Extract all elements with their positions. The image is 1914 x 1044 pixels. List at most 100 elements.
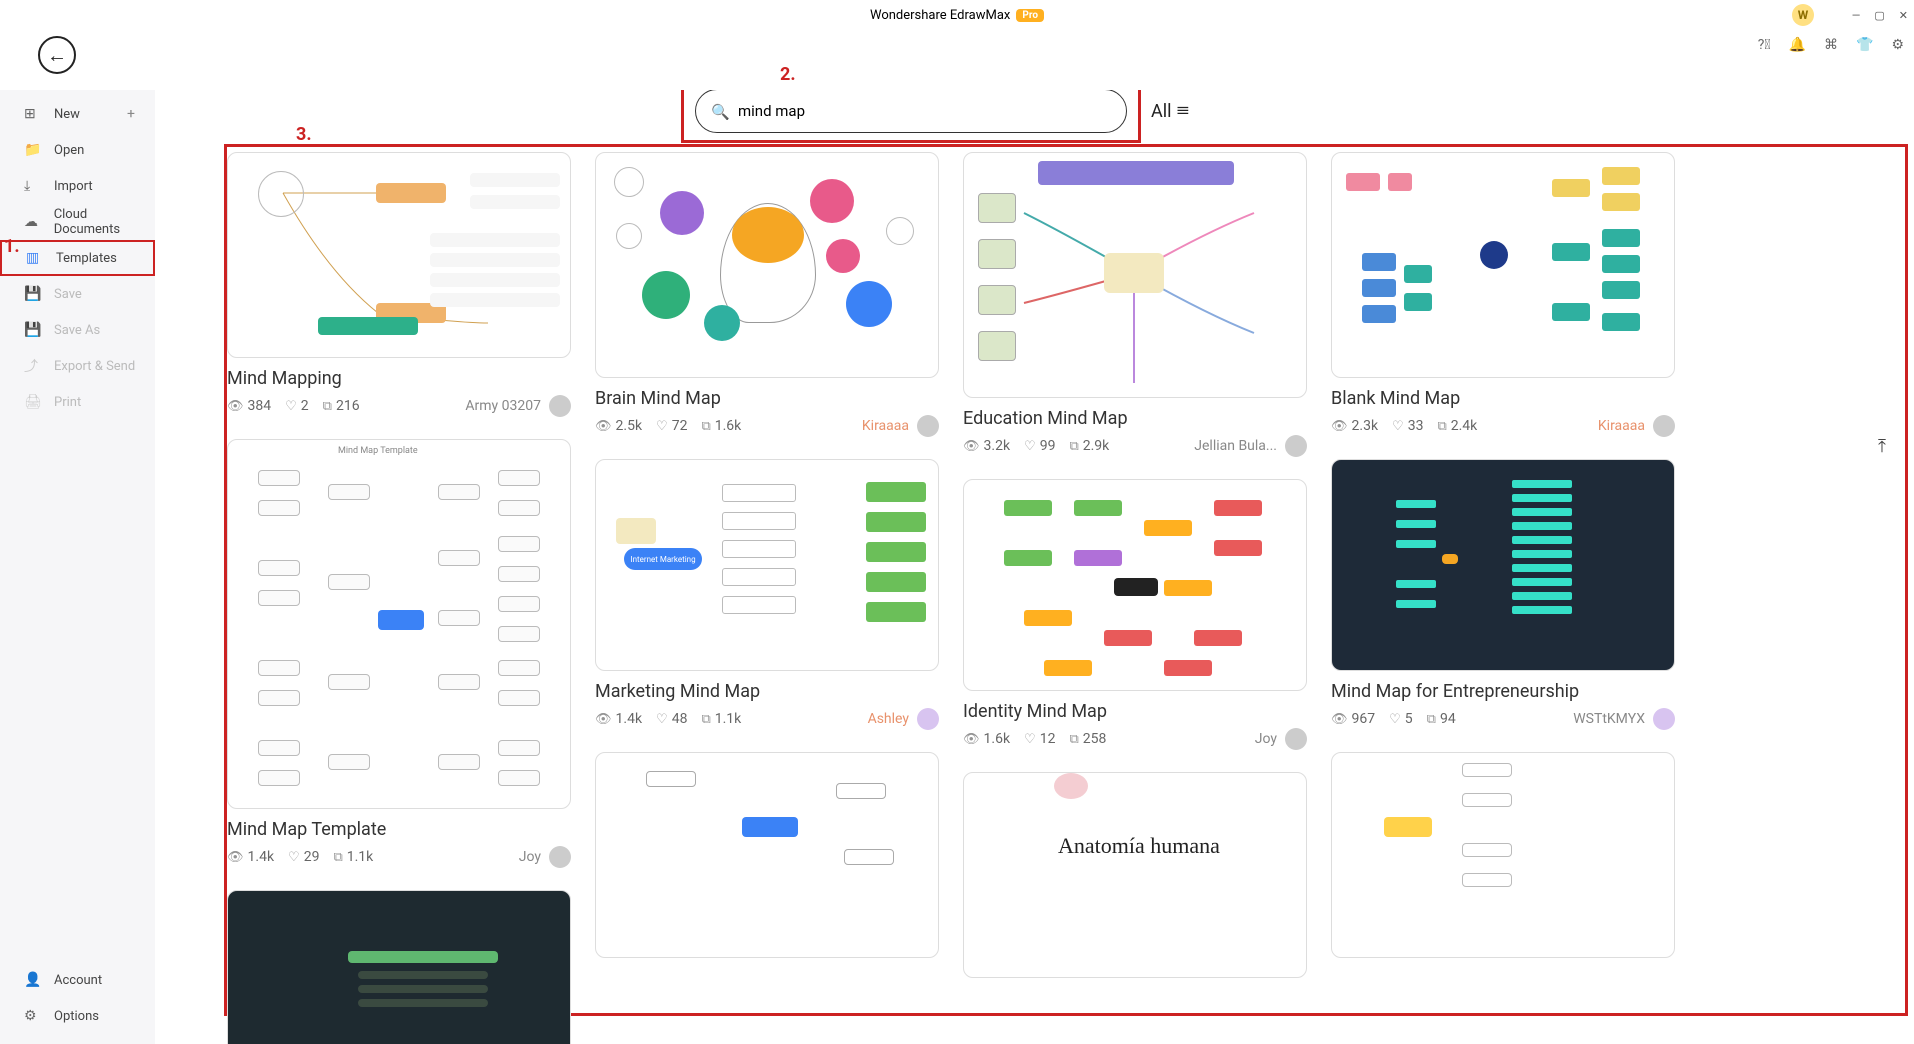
template-thumbnail xyxy=(963,152,1307,398)
copy-icon: ⧉ xyxy=(701,712,710,727)
heart-icon: ♡ xyxy=(1024,732,1036,747)
avatar xyxy=(1653,708,1675,730)
views-count: 3.2k xyxy=(984,438,1011,454)
template-title: Brain Mind Map xyxy=(595,388,939,409)
template-card[interactable] xyxy=(227,890,571,1044)
template-thumbnail xyxy=(1331,459,1675,671)
template-thumbnail xyxy=(1331,152,1675,378)
print-icon: 🖨 xyxy=(24,394,42,410)
options-icon: ⚙ xyxy=(24,1008,42,1024)
template-thumbnail xyxy=(963,479,1307,691)
template-title: Marketing Mind Map xyxy=(595,681,939,702)
filter-label: All xyxy=(1151,101,1172,122)
sidebar-item-open[interactable]: 📁Open xyxy=(0,132,155,168)
likes-count: 2 xyxy=(301,398,309,414)
copies-count: 258 xyxy=(1083,731,1107,747)
sidebar-item-label: New xyxy=(54,107,80,122)
avatar xyxy=(917,415,939,437)
templates-icon: ▥ xyxy=(26,250,44,266)
likes-count: 48 xyxy=(672,711,688,727)
author-name: Jellian Bula... xyxy=(1194,438,1277,454)
avatar xyxy=(1285,728,1307,750)
template-card[interactable]: Mind Map Template Mind Map Template 👁1.4… xyxy=(227,439,571,868)
template-card[interactable]: Brain Mind Map 👁2.5k ♡72 ⧉1.6k Kiraaaa xyxy=(595,152,939,437)
template-title: Mind Map for Entrepreneurship xyxy=(1331,681,1675,702)
sidebar-item-export: ⤴Export & Send xyxy=(0,348,155,384)
author-name: Joy xyxy=(519,849,541,865)
sidebar-item-import[interactable]: ⤓Import xyxy=(0,168,155,204)
pro-badge: Pro xyxy=(1016,9,1044,22)
export-icon: ⤴ xyxy=(24,356,42,376)
copy-icon: ⧉ xyxy=(701,419,710,434)
gear-icon[interactable]: ⚙ xyxy=(1891,37,1904,53)
template-card[interactable]: Mind Map for Entrepreneurship 👁967 ♡5 ⧉9… xyxy=(1331,459,1675,730)
sidebar-item-print: 🖨 Print xyxy=(0,384,155,420)
author-name: Kiraaaa xyxy=(1598,418,1645,434)
template-title: Blank Mind Map xyxy=(1331,388,1675,409)
eye-icon: 👁 xyxy=(1331,419,1348,434)
folder-icon: 📁 xyxy=(24,142,42,158)
sidebar-item-new[interactable]: ⊞ New + xyxy=(0,96,155,132)
avatar[interactable]: W xyxy=(1792,4,1814,26)
template-thumbnail: Anatomía humana xyxy=(963,772,1307,978)
likes-count: 33 xyxy=(1408,418,1424,434)
bell-icon[interactable]: 🔔 xyxy=(1789,37,1806,53)
minimize-icon[interactable]: — xyxy=(1852,9,1861,22)
copies-count: 94 xyxy=(1440,711,1456,727)
template-card[interactable]: Education Mind Map 👁3.2k ♡99 ⧉2.9k Jelli… xyxy=(963,152,1307,457)
copies-count: 1.1k xyxy=(715,711,742,727)
search-icon: 🔍 xyxy=(711,103,730,121)
sidebar-item-templates[interactable]: ▥Templates xyxy=(0,240,155,276)
template-thumbnail: Internet Marketing xyxy=(595,459,939,671)
plus-icon[interactable]: + xyxy=(127,106,135,122)
views-count: 2.3k xyxy=(1352,418,1379,434)
author-name: Joy xyxy=(1255,731,1277,747)
heart-icon: ♡ xyxy=(285,399,297,414)
eye-icon: 👁 xyxy=(963,732,980,747)
heart-icon: ♡ xyxy=(288,850,300,865)
account-icon: 👤 xyxy=(24,972,42,988)
heart-icon: ♡ xyxy=(1392,419,1404,434)
template-card[interactable]: Blank Mind Map 👁2.3k ♡33 ⧉2.4k Kiraaaa xyxy=(1331,152,1675,437)
sidebar-item-account[interactable]: 👤Account xyxy=(0,962,155,998)
plus-square-icon: ⊞ xyxy=(24,106,42,122)
template-thumbnail xyxy=(227,890,571,1044)
sidebar-item-cloud[interactable]: ☁ Cloud Documents xyxy=(0,204,155,240)
sidebar-item-label: Print xyxy=(54,395,81,410)
template-card[interactable]: Internet Marketing Marketing Mind Map 👁1… xyxy=(595,459,939,730)
grid-icon[interactable]: ⌘ xyxy=(1824,37,1838,53)
sidebar: ⊞ New + 📁Open ⤓Import ☁ Cloud Documents ▥T… xyxy=(0,90,155,1044)
template-card[interactable]: Mind Mapping 👁384 ♡2 ⧉216 Army 03207 xyxy=(227,152,571,417)
search-input[interactable] xyxy=(695,90,1127,133)
template-thumbnail xyxy=(595,152,939,378)
save-as-icon: 💾 xyxy=(24,322,42,338)
cloud-icon: ☁ xyxy=(24,214,42,230)
eye-icon: 👁 xyxy=(1331,712,1348,727)
sidebar-item-options[interactable]: ⚙Options xyxy=(0,998,155,1034)
likes-count: 5 xyxy=(1405,711,1413,727)
app-title: Wondershare EdrawMax xyxy=(870,8,1010,23)
close-icon[interactable]: ✕ xyxy=(1899,9,1908,22)
copies-count: 1.6k xyxy=(715,418,742,434)
sidebar-item-label: Cloud Documents xyxy=(54,207,155,237)
heart-icon: ♡ xyxy=(656,712,668,727)
template-thumbnail xyxy=(595,752,939,958)
filter-all[interactable]: All ≡ xyxy=(1151,101,1187,122)
back-button[interactable]: ← xyxy=(38,36,76,74)
help-icon[interactable]: ?⃝ xyxy=(1758,37,1771,53)
maximize-icon[interactable]: ▢ xyxy=(1874,9,1884,22)
avatar xyxy=(1653,415,1675,437)
template-card[interactable]: Anatomía humana xyxy=(963,772,1307,978)
author-name: Army 03207 xyxy=(465,398,541,414)
template-card[interactable] xyxy=(1331,752,1675,958)
template-card[interactable]: Identity Mind Map 👁1.6k ♡12 ⧉258 Joy xyxy=(963,479,1307,750)
shirt-icon[interactable]: 👕 xyxy=(1856,37,1873,53)
avatar xyxy=(549,846,571,868)
template-card[interactable] xyxy=(595,752,939,958)
template-title: Identity Mind Map xyxy=(963,701,1307,722)
eye-icon: 👁 xyxy=(227,850,244,865)
eye-icon: 👁 xyxy=(595,419,612,434)
views-count: 2.5k xyxy=(616,418,643,434)
template-thumbnail xyxy=(227,152,571,358)
copy-icon: ⧉ xyxy=(1069,439,1078,454)
